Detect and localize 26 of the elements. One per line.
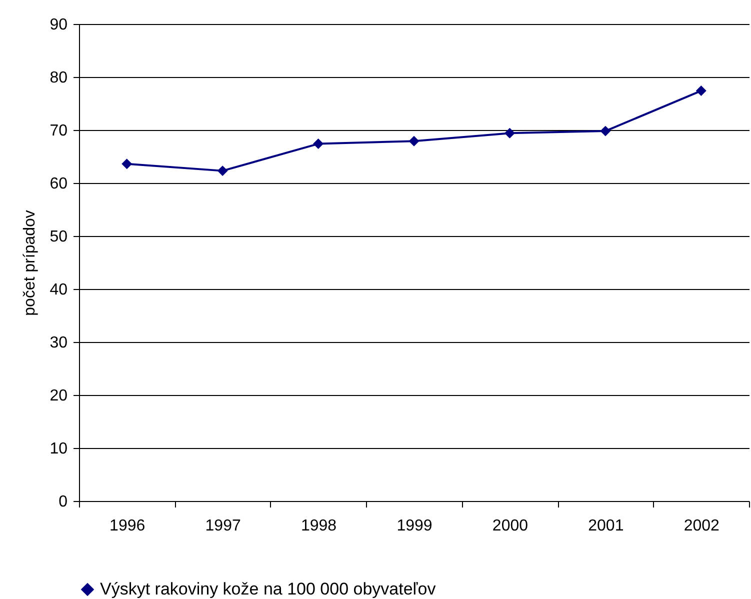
point	[122, 158, 132, 170]
y-tick-label: 80	[50, 70, 68, 86]
x-tick-label: 1997	[205, 518, 241, 534]
x-tick-label: 2001	[588, 518, 624, 534]
y-tick-label: 90	[50, 16, 68, 34]
y-tick-label: 60	[50, 176, 68, 192]
point	[696, 86, 706, 96]
y-tick-label: 10	[50, 440, 68, 458]
y-tick-label: 50	[50, 228, 68, 246]
x-tick-label: 2000	[492, 518, 528, 534]
y-tick-label: 70	[50, 122, 68, 140]
x-tick-label: 1999	[396, 518, 432, 534]
y-tick-label: 30	[50, 334, 68, 352]
x-tick-label: 1996	[110, 518, 146, 534]
y-tick-label: 0	[58, 494, 68, 510]
y-tick-label: 20	[50, 388, 68, 404]
point	[504, 128, 515, 138]
point	[408, 136, 420, 146]
point	[217, 166, 228, 176]
x-tick-label: 1998	[300, 518, 337, 534]
y-axis-title: počet prípadov	[22, 210, 39, 316]
x-tick-label: 2002	[684, 518, 720, 534]
y-tick-label: 40	[50, 282, 68, 298]
point	[600, 126, 611, 136]
legend-label: Výskyt rakoviny kože na 100 000 obyvateľov	[100, 580, 436, 598]
point	[313, 138, 324, 150]
